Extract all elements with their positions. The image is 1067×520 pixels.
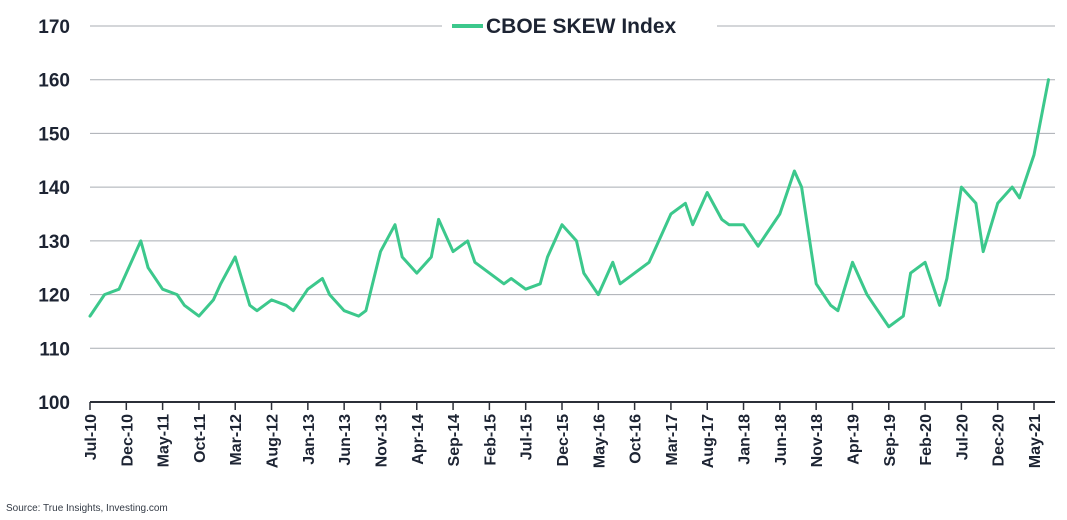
x-tick-label-Feb-20: Feb-20	[918, 414, 935, 466]
y-tick-label-140: 140	[38, 178, 70, 199]
source-note: Source: True Insights, Investing.com	[6, 503, 168, 514]
x-tick-label-Dec-20: Dec-20	[991, 414, 1008, 467]
x-tick-label-Jul-15: Jul-15	[519, 414, 536, 460]
x-tick-label-Sep-14: Sep-14	[446, 414, 463, 467]
x-tick-label-Jul-20: Jul-20	[954, 414, 971, 460]
x-tick-label-Nov-18: Nov-18	[809, 414, 826, 467]
x-tick-label-Dec-10: Dec-10	[119, 414, 136, 467]
skew-line-chart: 100 110 120 130 140 150 160 170 Jul-10 Dec-10 May…	[38, 10, 1055, 469]
x-tick-label-Jan-18: Jan-18	[737, 414, 754, 465]
x-axis-ticks: Jul-10 Dec-10 May-11 Oct-11 Mar-12 Aug-12 Jan-…	[83, 402, 1044, 468]
x-tick-label-Jun-13: Jun-13	[337, 414, 354, 466]
x-tick-label-Sep-19: Sep-19	[882, 414, 899, 467]
x-tick-label-May-11: May-11	[156, 414, 173, 467]
y-tick-label-100: 100	[38, 393, 70, 414]
y-tick-label-130: 130	[38, 232, 70, 253]
x-tick-label-Feb-15: Feb-15	[482, 414, 499, 466]
x-tick-label-May-16: May-16	[591, 414, 608, 468]
y-tick-label-150: 150	[38, 124, 70, 145]
legend: CBOE SKEW Index	[442, 10, 717, 42]
x-tick-label-Nov-13: Nov-13	[373, 414, 390, 467]
x-tick-label-Oct-16: Oct-16	[628, 414, 645, 464]
x-tick-label-Jul-10: Jul-10	[83, 414, 100, 460]
y-tick-label-110: 110	[39, 339, 70, 360]
y-tick-label-160: 160	[38, 71, 70, 92]
series-line-skew	[88, 78, 1050, 329]
x-tick-label-Oct-11: Oct-11	[192, 414, 209, 463]
x-tick-label-Mar-12: Mar-12	[228, 414, 245, 466]
x-tick-label-Apr-19: Apr-19	[845, 414, 862, 465]
legend-background	[442, 10, 717, 42]
x-tick-label-Apr-14: Apr-14	[410, 414, 427, 465]
x-tick-label-Jun-18: Jun-18	[773, 414, 790, 466]
y-tick-label-170: 170	[38, 17, 70, 38]
legend-label: CBOE SKEW Index	[486, 15, 677, 38]
x-tick-label-Mar-17: Mar-17	[664, 414, 681, 466]
y-axis-ticks: 100 110 120 130 140 150 160 170	[38, 17, 70, 414]
x-tick-label-May-21: May-21	[1027, 414, 1044, 468]
x-tick-label-Jan-13: Jan-13	[301, 414, 318, 465]
x-tick-label-Dec-15: Dec-15	[555, 414, 572, 467]
series-layer	[88, 78, 1050, 329]
x-tick-label-Aug-12: Aug-12	[265, 414, 282, 468]
y-tick-label-120: 120	[38, 286, 70, 307]
gridlines	[90, 25, 1055, 349]
x-tick-label-Aug-17: Aug-17	[700, 414, 717, 468]
